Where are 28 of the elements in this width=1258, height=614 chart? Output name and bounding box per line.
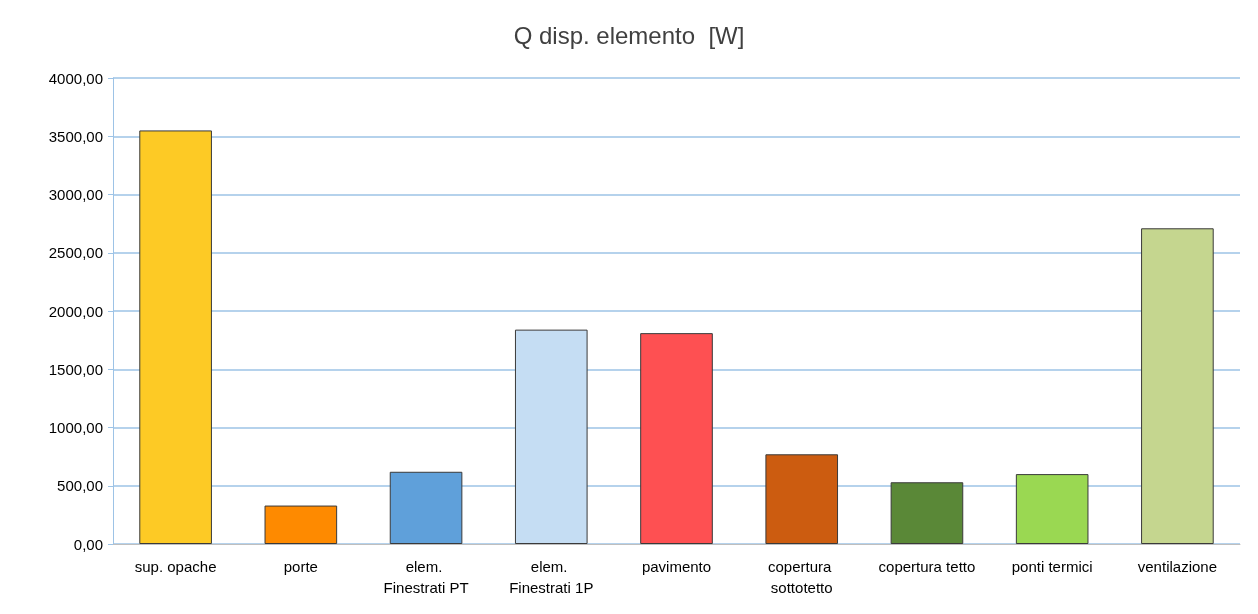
bar <box>514 329 588 544</box>
bar <box>1015 474 1089 544</box>
y-tick-label: 1000,00 <box>48 419 103 436</box>
x-tick-label: ventilazione <box>1137 558 1217 575</box>
bar <box>640 333 713 544</box>
y-tick-label: 1500,00 <box>48 360 103 378</box>
bar <box>765 454 839 544</box>
bar <box>264 505 338 544</box>
y-tick-label: 500,00 <box>57 477 103 495</box>
bar <box>890 482 964 544</box>
y-tick-label: 2000,00 <box>48 302 103 320</box>
y-tick-label: 3000,00 <box>48 186 103 203</box>
y-tick-label: 3500,00 <box>48 127 103 145</box>
y-tick-label: 2500,00 <box>48 244 103 262</box>
x-tick-label: copertura tetto <box>878 558 976 575</box>
x-tick-label: elem. Finestrati 1P <box>509 558 594 596</box>
x-tick-label: sup. opache <box>134 558 217 575</box>
x-tick-label: ponti termici <box>1011 558 1093 575</box>
x-tick-label: elem. Finestrati PT <box>383 558 469 596</box>
y-tick-label: 4000,00 <box>48 69 103 87</box>
x-tick-label: porte <box>283 558 318 575</box>
y-tick-label: 0,00 <box>73 535 103 553</box>
chart-title: Q disp. elemento [W] <box>513 21 745 49</box>
x-tick-label: pavimento <box>641 558 712 575</box>
x-tick-label: copertura sottotetto <box>767 558 836 596</box>
bar <box>389 471 463 544</box>
bar <box>139 130 212 544</box>
bar <box>1141 228 1214 544</box>
